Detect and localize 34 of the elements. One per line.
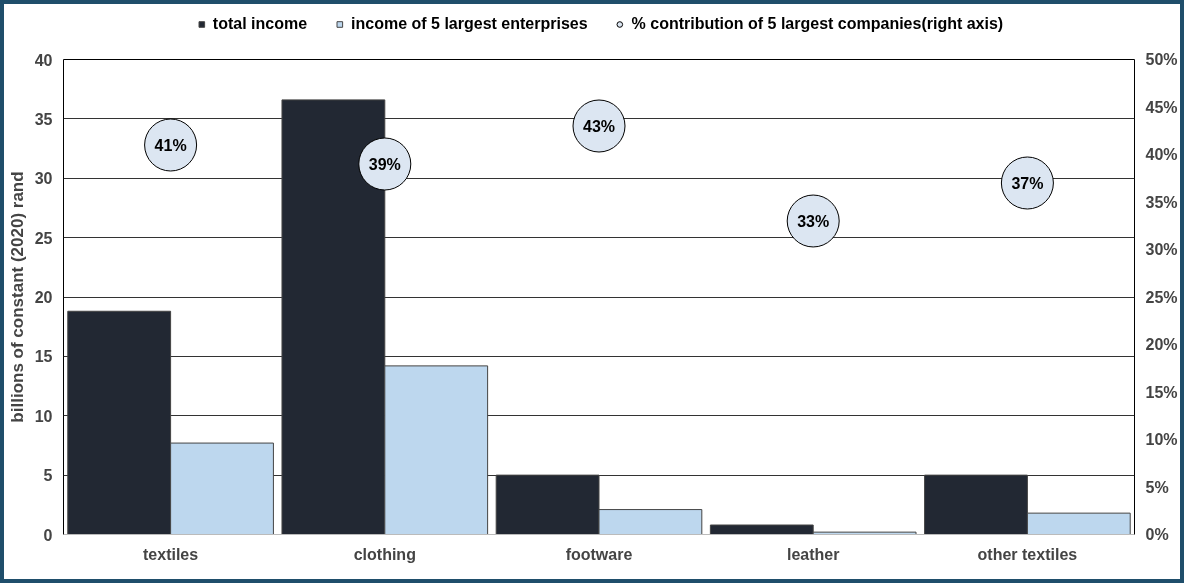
y-tick-label: 20: [34, 289, 53, 306]
data-label: 41%: [154, 136, 187, 154]
y-tick-label: 0: [43, 526, 53, 544]
y2-tick-label: 25%: [1145, 288, 1178, 306]
y2-tick-label: 5%: [1145, 478, 1169, 496]
y2-tick-label: 30%: [1145, 241, 1178, 258]
y-tick-label: 25: [34, 229, 53, 247]
y-tick-label: 35: [34, 110, 53, 128]
legend-label: total income: [212, 15, 308, 33]
y2-tick-label: 20%: [1145, 336, 1178, 353]
y2-tick-label: 40%: [1145, 146, 1178, 163]
x-tick-label: clothing: [353, 545, 416, 563]
y2-tick-label: 35%: [1145, 193, 1178, 211]
x-tick-label: leather: [786, 545, 840, 563]
data-label: 39%: [368, 155, 401, 173]
y-tick-label: 15: [34, 348, 53, 366]
legend-label: income of 5 largest enterprises: [351, 15, 588, 33]
data-label: 37%: [1011, 174, 1044, 192]
y-axis-title: billions of constant (2020) rand: [7, 171, 27, 423]
y2-tick-label: 15%: [1145, 383, 1178, 401]
legend-label: % contribution of 5 largest companies(right axis): [631, 15, 1004, 33]
y2-tick-label: 45%: [1145, 98, 1178, 116]
y-tick-label: 10: [34, 407, 53, 425]
x-tick-label: textiles: [143, 545, 199, 563]
y2-tick-label: 0%: [1145, 526, 1169, 543]
y-tick-label: 5: [43, 467, 53, 485]
y-tick-label: 30: [34, 170, 53, 188]
data-label: 43%: [582, 117, 616, 135]
y2-tick-label: 50%: [1145, 51, 1178, 68]
data-label: 33%: [797, 212, 830, 230]
x-tick-label: other textiles: [977, 545, 1078, 563]
y2-tick-label: 10%: [1145, 431, 1178, 448]
y-tick-label: 40: [34, 51, 53, 69]
x-tick-label: footware: [565, 545, 633, 563]
